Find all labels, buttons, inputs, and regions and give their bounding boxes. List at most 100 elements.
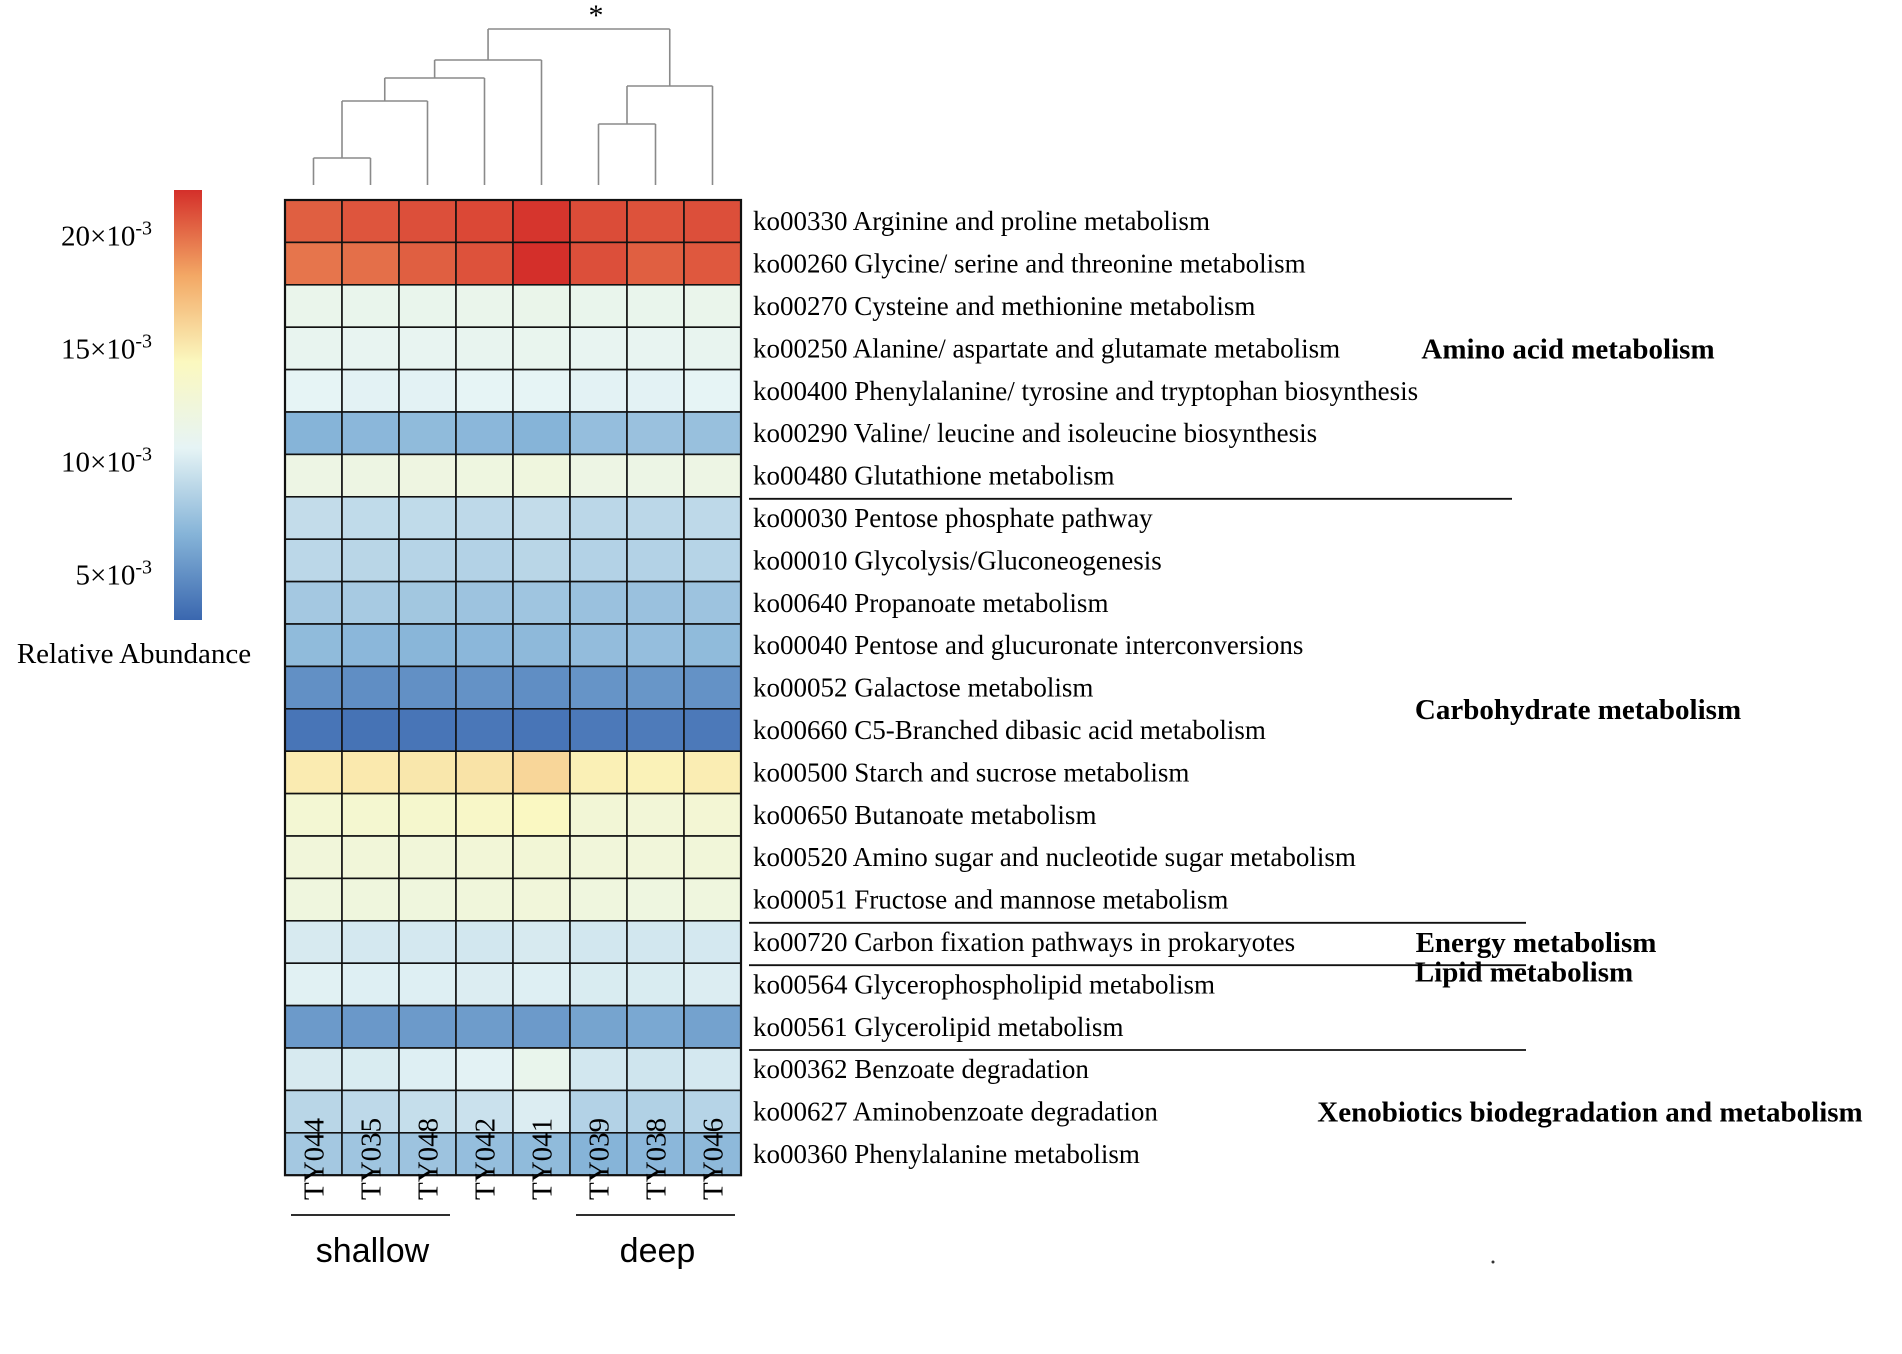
heatmap-cell (569, 495, 628, 540)
heatmap-cell (341, 283, 400, 328)
heatmap-cell (455, 707, 514, 752)
row-label: ko00250 Alanine/ aspartate and glutamate… (753, 333, 1340, 363)
heatmap-cell (569, 665, 628, 710)
heatmap-cell (341, 326, 400, 371)
heatmap-cell (626, 241, 685, 286)
row-label: ko00030 Pentose phosphate pathway (753, 503, 1153, 533)
heatmap-cell (284, 665, 343, 710)
heatmap-cell (512, 199, 571, 244)
heatmap-cell (455, 877, 514, 922)
heatmap-cell (569, 538, 628, 583)
heatmap-cell (341, 835, 400, 880)
heatmap-cell (341, 495, 400, 540)
heatmap-cell (569, 368, 628, 413)
colorbar-tick-label: 20×10-3 (61, 217, 152, 252)
colorbar: 5×10-3 10×10-3 15×10-3 20×10-3 Relative Abu… (17, 190, 251, 670)
heatmap-cell (455, 665, 514, 710)
heatmap-cell (341, 665, 400, 710)
heatmap-cell (512, 835, 571, 880)
heatmap-cell (683, 283, 742, 328)
row-label: ko00480 Glutathione metabolism (753, 461, 1114, 491)
heatmap-cell (512, 962, 571, 1007)
heatmap-cell (455, 750, 514, 795)
heatmap-cell (512, 326, 571, 371)
heatmap-cell (398, 241, 457, 286)
row-label: ko00520 Amino sugar and nucleotide sugar… (753, 842, 1356, 872)
column-label: TY035 (356, 1118, 388, 1200)
heatmap-cell (512, 1089, 571, 1134)
heatmap-cell (626, 1132, 685, 1177)
row-label: ko00564 Glycerophospholipid metabolism (753, 969, 1215, 999)
heatmap-cell (398, 495, 457, 540)
heatmap-cell (683, 495, 742, 540)
heatmap-cell (398, 623, 457, 668)
colorbar-tick-label: 10×10-3 (61, 444, 152, 479)
heatmap-cell (455, 1047, 514, 1092)
heatmap-cell (569, 750, 628, 795)
heatmap-cell (683, 411, 742, 456)
heatmap-cell (398, 326, 457, 371)
heatmap-cell (284, 283, 343, 328)
category-label: Carbohydrate metabolism (1415, 694, 1741, 726)
heatmap-cell (626, 792, 685, 837)
heatmap-cell (284, 877, 343, 922)
heatmap-cell (626, 877, 685, 922)
heatmap-cell (626, 1047, 685, 1092)
heatmap-cell (398, 750, 457, 795)
heatmap-cell (455, 199, 514, 244)
heatmap-cell (284, 453, 343, 498)
heatmap-cell (455, 1089, 514, 1134)
heatmap-cell (284, 1004, 343, 1049)
colorbar-tick-labels: 5×10-3 10×10-3 15×10-3 20×10-3 (61, 217, 152, 591)
colorbar-label: Relative Abundance (17, 638, 251, 670)
heatmap-cell (398, 665, 457, 710)
heatmap-cell (569, 919, 628, 964)
row-label: ko00270 Cysteine and methionine metaboli… (753, 291, 1255, 321)
heatmap-cell (569, 835, 628, 880)
heatmap-cell (341, 1004, 400, 1049)
column-label: TY041 (527, 1118, 559, 1200)
row-label: ko00290 Valine/ leucine and isoleucine b… (753, 418, 1317, 448)
column-labels: TY044 TY035 TY048 TY042 TY041 TY039 TY038 TY046 (299, 1117, 730, 1200)
heatmap-cell (569, 623, 628, 668)
heatmap-cell (284, 623, 343, 668)
heatmap-cell (626, 962, 685, 1007)
row-label: ko00040 Pentose and glucuronate intercon… (753, 630, 1303, 660)
heatmap-cell (626, 707, 685, 752)
heatmap-cell (569, 453, 628, 498)
colorbar-tick-label: 15×10-3 (61, 330, 152, 365)
row-label: ko00627 Aminobenzoate degradation (753, 1097, 1158, 1127)
heatmap-cell (398, 962, 457, 1007)
heatmap-cell (569, 326, 628, 371)
heatmap-cell (284, 326, 343, 371)
row-label: ko00640 Propanoate metabolism (753, 588, 1108, 618)
heatmap-cell (398, 1004, 457, 1049)
column-label: TY038 (641, 1118, 673, 1200)
heatmap-cell (398, 1047, 457, 1092)
heatmap-cell (455, 326, 514, 371)
heatmap-cell (398, 792, 457, 837)
heatmap-cell (626, 326, 685, 371)
heatmap-cell (341, 241, 400, 286)
heatmap-cell (455, 538, 514, 583)
column-label: TY042 (470, 1118, 502, 1200)
heatmap-cell (455, 495, 514, 540)
heatmap-cell (341, 877, 400, 922)
heatmap-cell (284, 580, 343, 625)
heatmap-cell (341, 962, 400, 1007)
heatmap-cell (512, 623, 571, 668)
heatmap-cell (626, 199, 685, 244)
heatmap-cell (683, 368, 742, 413)
heatmap-cell (398, 411, 457, 456)
heatmap-cell (569, 199, 628, 244)
heatmap-cell (455, 411, 514, 456)
heatmap-cell (455, 835, 514, 880)
heatmap-cell (683, 326, 742, 371)
heatmap-cell (284, 919, 343, 964)
heatmap-cell (398, 368, 457, 413)
heatmap-cell (626, 538, 685, 583)
row-label: ko00330 Arginine and proline metabolism (753, 206, 1210, 236)
category-label: Lipid metabolism (1415, 957, 1633, 989)
heatmap-cell (512, 1004, 571, 1049)
